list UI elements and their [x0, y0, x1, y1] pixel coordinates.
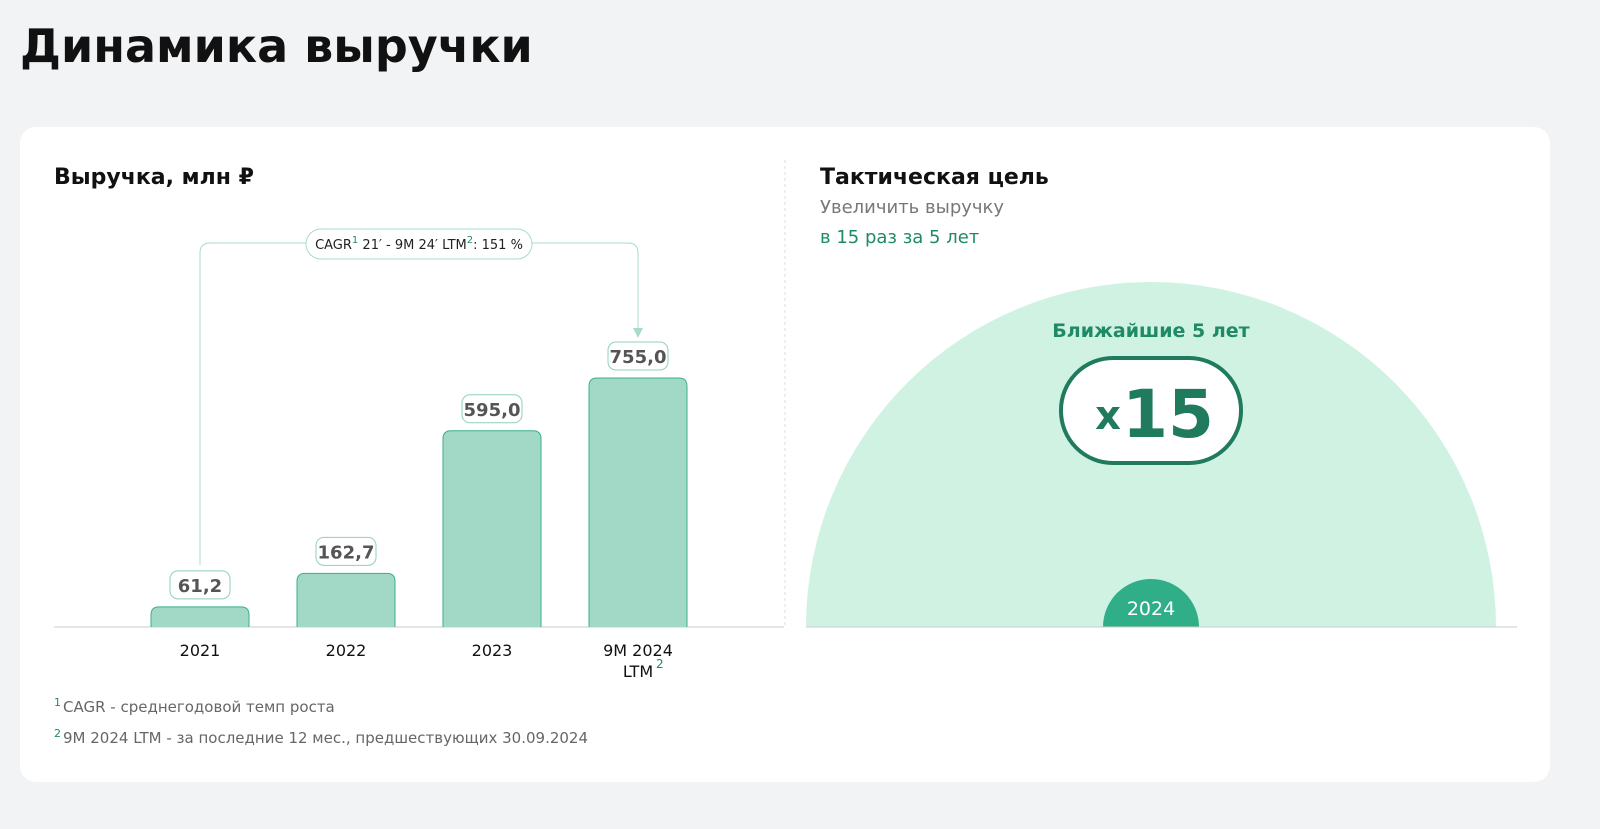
value-label: 61,2	[178, 576, 222, 597]
x-tick-line: 9M 2024	[603, 641, 673, 660]
chart-title: Выручка, млн ₽	[54, 165, 254, 190]
start-year: 2024	[1127, 598, 1175, 620]
bar	[150, 606, 250, 627]
page-title: Динамика выручки	[20, 19, 533, 73]
multiplier: 15	[1122, 376, 1214, 453]
x-tick-line: LTM	[623, 662, 653, 681]
x-tick-label: 2023	[472, 641, 513, 660]
value-label-box	[315, 536, 377, 566]
footnote-mark: 1	[54, 696, 61, 709]
multiplier-prefix: x	[1095, 393, 1121, 439]
multiplier-pill	[1059, 356, 1243, 465]
bar	[588, 377, 688, 627]
value-label: 162,7	[318, 542, 375, 563]
annotation-text: 21′ - 9M 24′ LTM	[358, 238, 466, 253]
cagr-arrow	[633, 328, 643, 338]
x-tick-label: 2021	[180, 641, 221, 660]
value-label-box	[461, 394, 523, 424]
goal-subtitle: Увеличить выручку	[820, 197, 1004, 218]
value-label: 595,0	[464, 400, 521, 421]
annotation-text: : 151 %	[473, 238, 523, 253]
footnote: CAGR - среднегодовой темп роста	[63, 698, 335, 716]
annotation-note: 2	[467, 235, 473, 246]
value-label: 755,0	[610, 347, 667, 368]
annotation-text: CAGR	[315, 238, 352, 253]
start-badge	[1103, 579, 1199, 627]
bar	[442, 430, 542, 627]
cagr-annotation: CAGR1 21′ - 9M 24′ LTM2: 151 %	[315, 235, 523, 253]
arc-label: Ближайшие 5 лет	[1052, 320, 1249, 342]
value-label-box	[607, 341, 669, 371]
goal-title: Тактическая цель	[820, 165, 1049, 190]
x-tick-label: 9M 2024 LTM	[603, 641, 673, 681]
annotation-note: 1	[352, 235, 358, 246]
x-tick-label: 2022	[326, 641, 367, 660]
footnote-mark: 2	[54, 727, 61, 740]
bar	[296, 572, 396, 627]
x-tick-note: 2	[656, 657, 664, 671]
cagr-box	[305, 228, 533, 260]
footnote: 9M 2024 LTM - за последние 12 мес., пред…	[63, 729, 588, 747]
value-label-box	[169, 570, 231, 600]
goal-highlight: в 15 раз за 5 лет	[820, 227, 979, 248]
